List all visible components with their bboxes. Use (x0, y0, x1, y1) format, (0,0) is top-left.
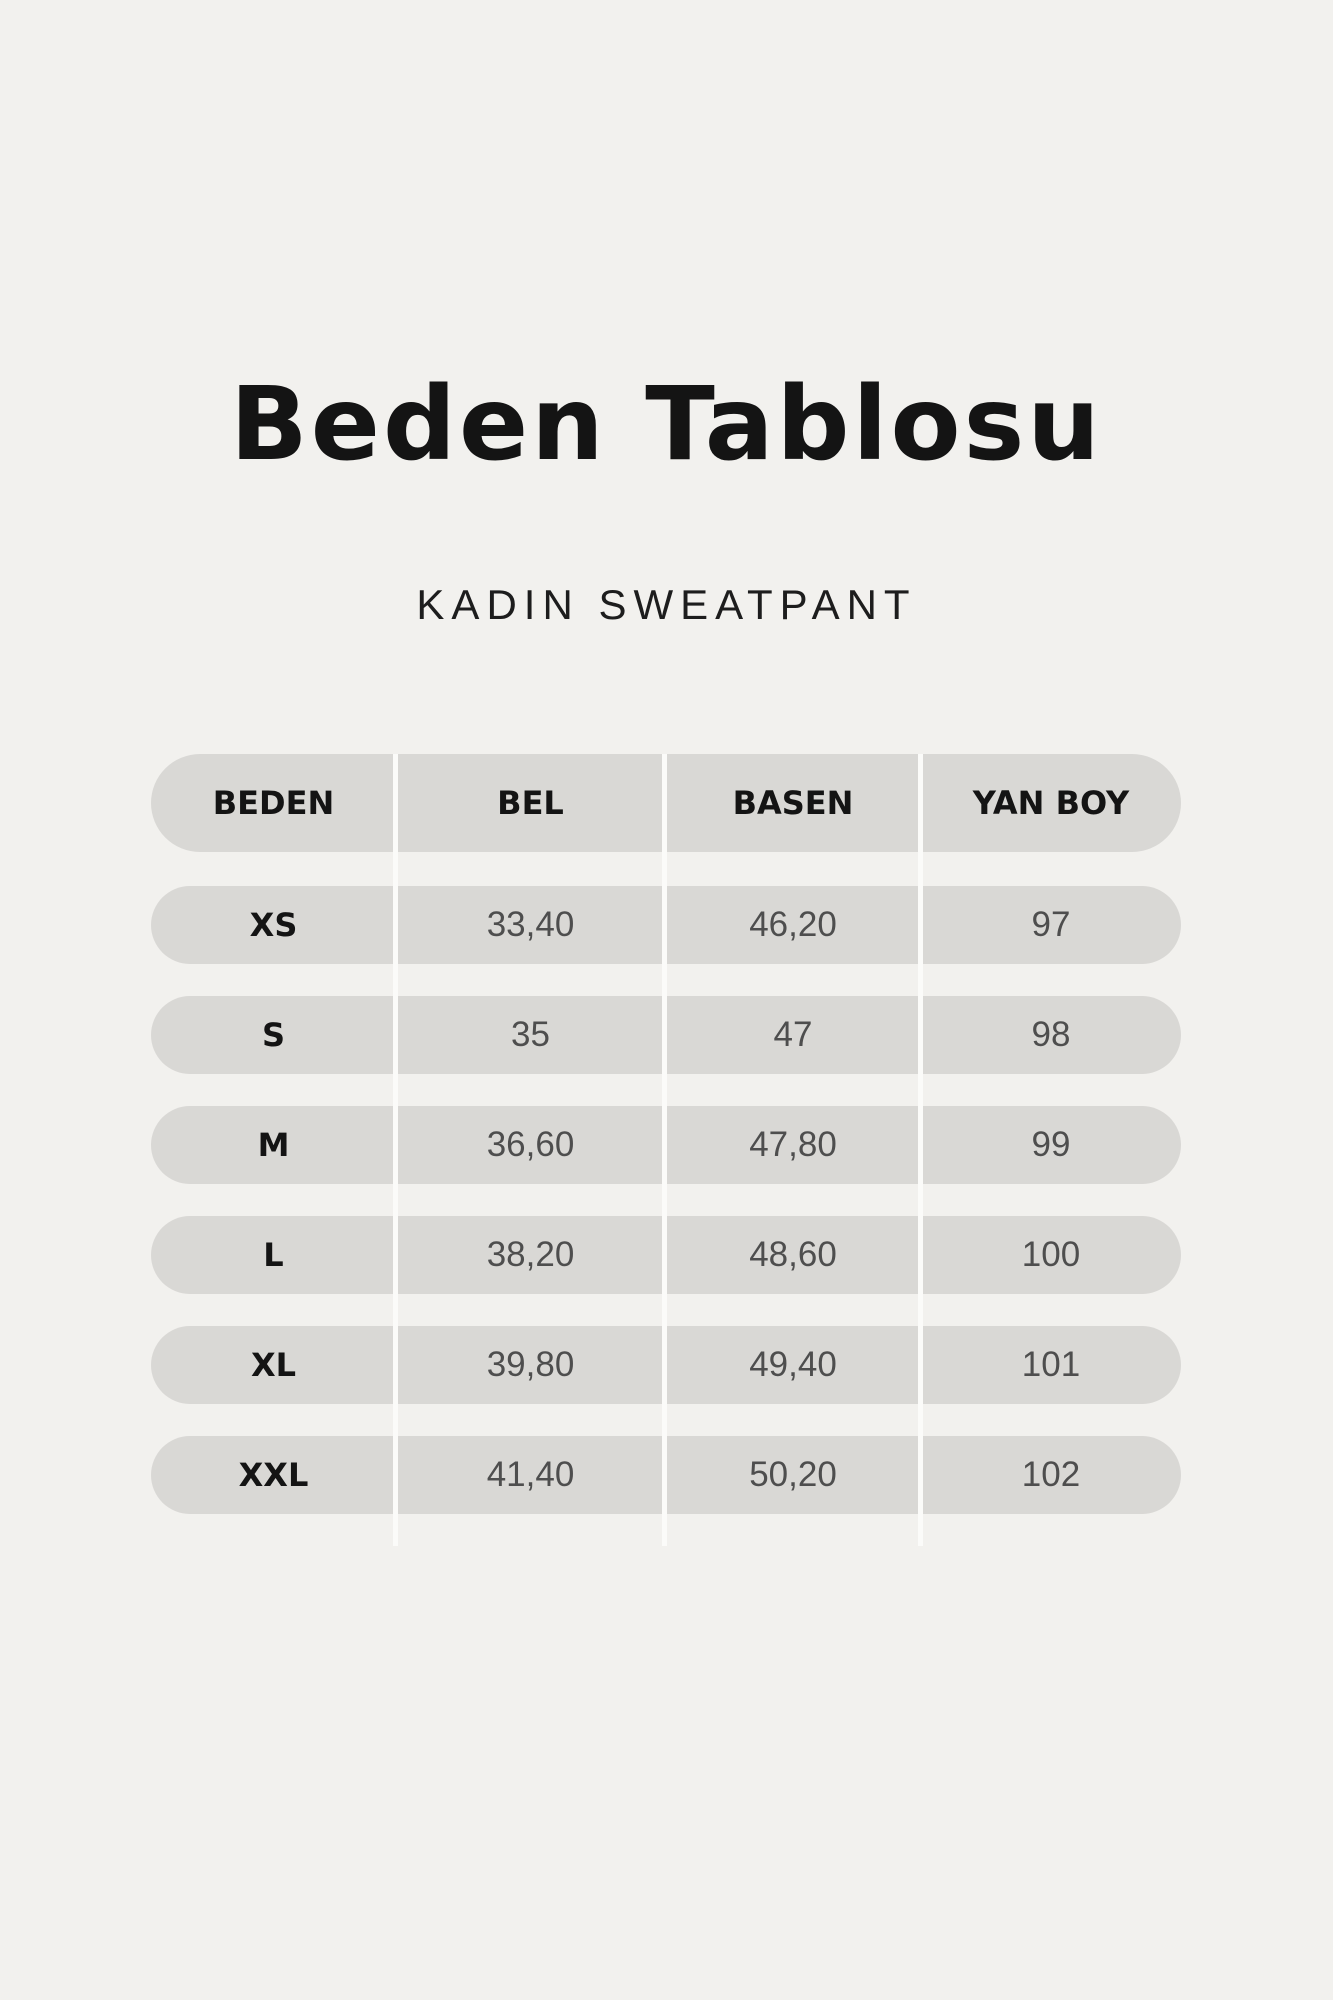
bel-value: 41,40 (396, 1436, 665, 1514)
bel-value: 33,40 (396, 886, 665, 964)
yanboy-value: 100 (921, 1216, 1181, 1294)
size-cell: L (151, 1216, 396, 1294)
page-title: Beden Tablosu (230, 365, 1103, 484)
column-divider (393, 754, 398, 1546)
basen-value: 49,40 (665, 1326, 921, 1404)
size-cell: XS (151, 886, 396, 964)
size-cell: XXL (151, 1436, 396, 1514)
bel-value: 39,80 (396, 1326, 665, 1404)
header-cell-yan-boy: YAN BOY (921, 754, 1181, 852)
size-cell: XL (151, 1326, 396, 1404)
table-header-row: BEDEN BEL BASEN YAN BOY (151, 754, 1181, 852)
yanboy-value: 102 (921, 1436, 1181, 1514)
yanboy-value: 98 (921, 996, 1181, 1074)
bel-value: 38,20 (396, 1216, 665, 1294)
table-row-l: L 38,20 48,60 100 (151, 1216, 1181, 1294)
yanboy-value: 101 (921, 1326, 1181, 1404)
table-row-s: S 35 47 98 (151, 996, 1181, 1074)
table-row-m: M 36,60 47,80 99 (151, 1106, 1181, 1184)
basen-value: 47,80 (665, 1106, 921, 1184)
header-cell-bel: BEL (396, 754, 665, 852)
size-table: BEDEN BEL BASEN YAN BOY XS 33,40 46,20 9… (151, 754, 1181, 1546)
bel-value: 36,60 (396, 1106, 665, 1184)
page-subtitle: KADIN SWEATPANT (416, 581, 917, 628)
basen-value: 48,60 (665, 1216, 921, 1294)
header-cell-basen: BASEN (665, 754, 921, 852)
bel-value: 35 (396, 996, 665, 1074)
table-row-xl: XL 39,80 49,40 101 (151, 1326, 1181, 1404)
header-cell-beden: BEDEN (151, 754, 396, 852)
column-divider (662, 754, 667, 1546)
yanboy-value: 99 (921, 1106, 1181, 1184)
size-cell: S (151, 996, 396, 1074)
table-row-xs: XS 33,40 46,20 97 (151, 886, 1181, 964)
basen-value: 50,20 (665, 1436, 921, 1514)
column-divider (918, 754, 923, 1546)
basen-value: 46,20 (665, 886, 921, 964)
table-row-xxl: XXL 41,40 50,20 102 (151, 1436, 1181, 1514)
yanboy-value: 97 (921, 886, 1181, 964)
size-cell: M (151, 1106, 396, 1184)
basen-value: 47 (665, 996, 921, 1074)
